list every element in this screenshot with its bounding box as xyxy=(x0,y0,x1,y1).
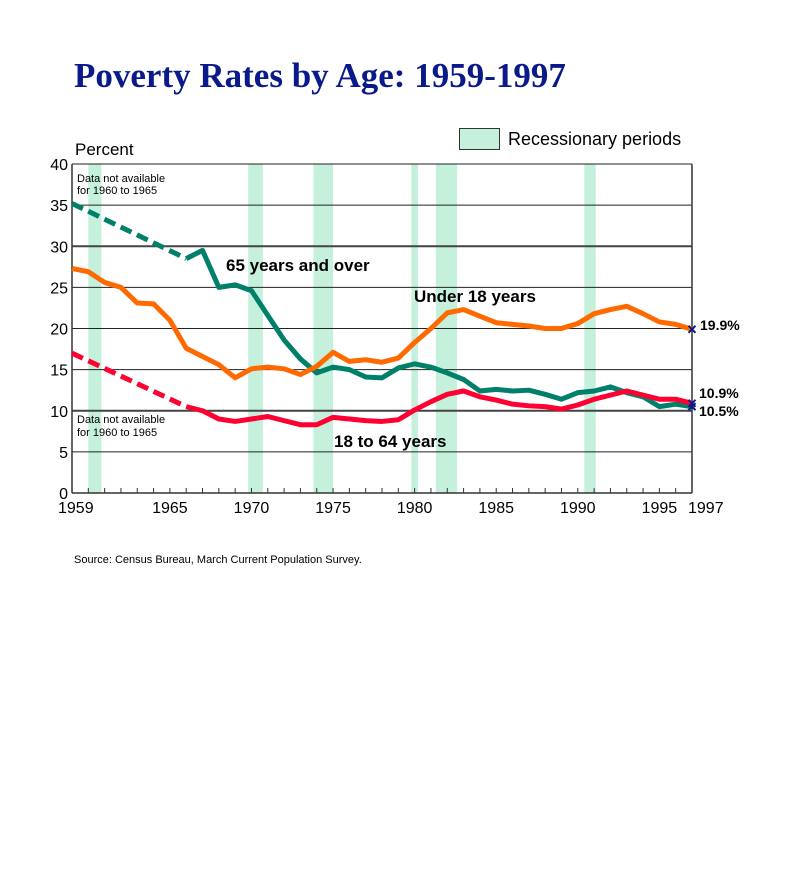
end-point-marker xyxy=(687,325,697,334)
note-data-unavailable-top: Data not available xyxy=(77,173,165,185)
x-tick-label: 1959 xyxy=(58,500,94,517)
y-tick-label: 5 xyxy=(59,445,68,462)
series-line-dashed xyxy=(70,350,188,409)
end-point-marker xyxy=(687,399,697,408)
x-tick-label: 1995 xyxy=(642,500,678,517)
y-tick-label: 0 xyxy=(59,486,68,503)
series-label: Under 18 years xyxy=(414,287,536,306)
y-tick-label: 40 xyxy=(50,157,68,174)
series-line xyxy=(185,247,693,410)
series-line xyxy=(71,266,693,381)
note-data-unavailable-bottom: Data not available xyxy=(77,414,165,426)
x-tick-label: 1990 xyxy=(560,500,596,517)
legend-swatch-recession xyxy=(459,128,500,150)
legend: Recessionary periods xyxy=(459,128,681,150)
x-tick-label: 1980 xyxy=(397,500,433,517)
legend-label: Recessionary periods xyxy=(508,128,682,149)
series-label: 65 years and over xyxy=(226,256,370,275)
note-line: for 1960 to 1965 xyxy=(77,185,157,197)
end-value-label: 19.9% xyxy=(700,317,740,333)
source-note: Source: Census Bureau, March Current Pop… xyxy=(74,554,362,566)
series-label: 18 to 64 years xyxy=(334,432,446,451)
y-tick-label: 35 xyxy=(50,198,68,215)
y-tick-label: 30 xyxy=(50,239,68,256)
y-axis-label: Percent xyxy=(75,140,134,159)
end-value-label: 10.5% xyxy=(699,403,739,419)
y-tick-label: 20 xyxy=(50,322,68,339)
x-tick-label: 1965 xyxy=(152,500,188,517)
x-tick-label: 1975 xyxy=(315,500,351,517)
x-tick-label: 1997 xyxy=(688,500,724,517)
series-line-dashed xyxy=(70,201,188,261)
end-value-label: 10.9% xyxy=(699,385,739,401)
note-line: for 1960 to 1965 xyxy=(77,427,157,439)
y-tick-label: 10 xyxy=(50,404,68,421)
y-tick-label: 25 xyxy=(50,280,68,297)
x-tick-label: 1985 xyxy=(478,500,514,517)
series-line xyxy=(185,388,693,428)
chart-title: Poverty Rates by Age: 1959-1997 xyxy=(74,56,566,95)
y-tick-label: 15 xyxy=(50,363,68,380)
x-tick-label: 1970 xyxy=(234,500,270,517)
